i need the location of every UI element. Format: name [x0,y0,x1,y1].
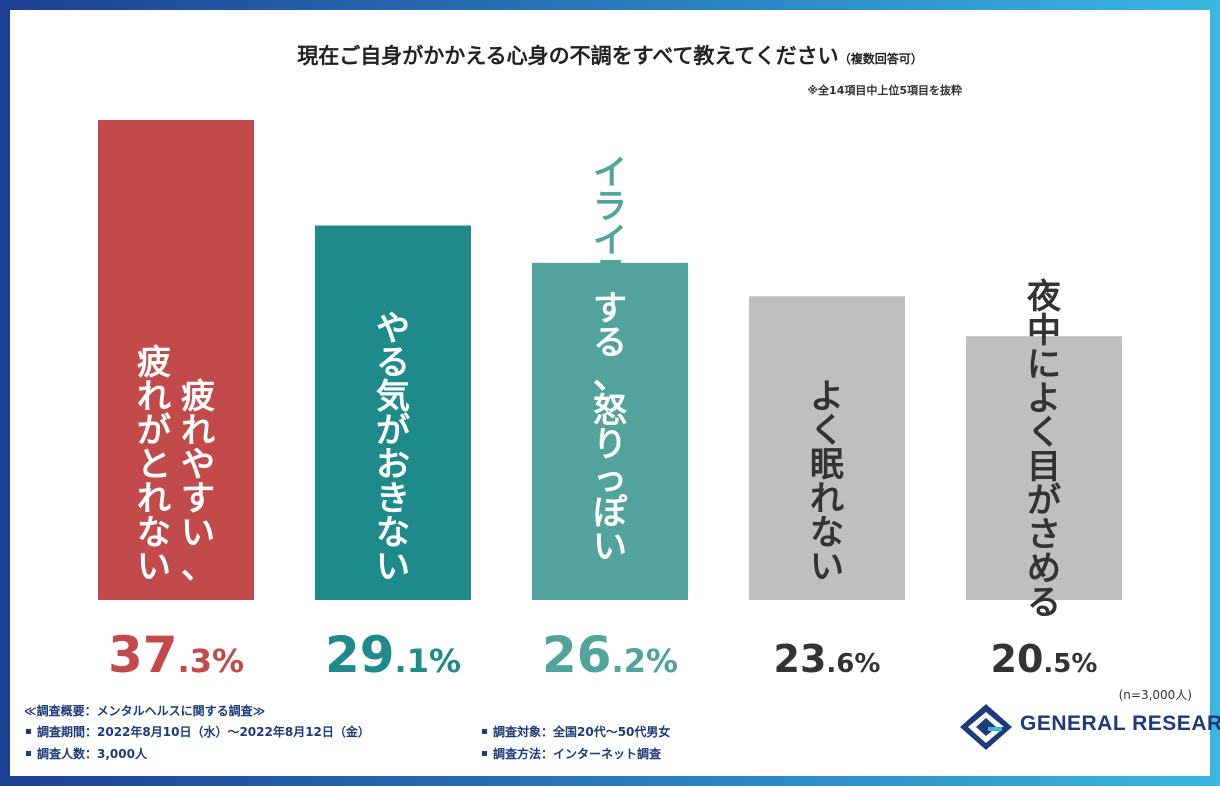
survey-period: 調査期間：2022年8月10日（水）〜2022年8月12日（金） [24,723,370,740]
value-label-3: 26.2% [542,626,678,684]
bar-3-label-char: ラ [593,187,627,227]
bar-5-label-char: が [1027,481,1061,521]
bar-3-label-char: 、 [593,357,627,397]
bar-3-label-char: ラ [593,255,627,295]
bar-3-label-char: ぽ [593,493,628,533]
bar-1-label-char: す [181,479,215,519]
survey-summary: ≪調査概要：メンタルヘルスに関する調査≫ [24,704,266,718]
survey-method: 調査方法：インターネット調査 [480,745,661,762]
bar-4-label-char: な [810,513,844,553]
bar-2-label-char: い [376,547,410,587]
chart-panel: 現在ご自身がかかえる心身の不調をすべて教えてください（複数回答可） ※全14項目… [10,10,1220,776]
general-research-logo: GENERAL RESEARCH [958,702,1220,752]
bar-5-label-char: よ [1027,379,1061,419]
bar-2-label-char: 気 [376,377,410,417]
bar-1-label-char: れ [181,411,215,451]
bar-2-label-char: き [376,479,410,519]
survey-target-text: 調査対象：全国20代〜50代男女 [493,725,671,739]
survey-respondents: 調査人数：3,000人 [24,745,147,762]
bar-1-label-char: 、 [181,547,215,587]
bar-5-label-char: 目 [1027,447,1061,487]
bar-4-label-char: く [810,411,844,451]
bar-1 [98,120,254,600]
value-label-1: 37.3% [108,626,244,684]
bar-5-label-char: め [1027,549,1061,589]
value-label-4: 23.6% [774,637,881,681]
bar-3-label-char: り [593,425,627,465]
bar-5-label-char: に [1027,345,1061,385]
bar-3-label-char: イ [593,153,627,193]
chart-note: ※全14項目中上位5項目を抜粋 [807,84,962,97]
survey-target: 調査対象：全国20代〜50代男女 [480,723,670,740]
bar-3-label-char: 怒 [593,391,627,431]
general-research-logo-icon [960,704,1012,750]
sample-size: (n=3,000人) [1118,688,1192,702]
bar-1-label-char: れ [137,479,171,519]
bar-3-label-char: い [593,527,627,567]
bar-3-label-char: っ [593,459,627,499]
chart-title-sub: （複数回答可） [838,52,923,66]
bar-1-label-char: 疲 [181,377,215,417]
bar-1-label-char: な [137,513,171,553]
bar-1-label-char: が [137,411,171,451]
bar-3-label-char: イ [593,221,627,261]
bar-5-label-char: 中 [1027,311,1061,351]
logo-text: GENERAL RESEARCH [1020,712,1220,735]
bar-4-label-char: れ [810,479,844,519]
bar-2-label-char: お [376,445,410,485]
bar-5-label-char: さ [1027,515,1061,555]
value-label-2: 29.1% [325,626,461,684]
bar-4-label-char: 眠 [810,445,844,485]
bar-1-label-char: い [137,547,171,587]
bar-4-label-char: い [810,547,844,587]
chart-title: 現在ご自身がかかえる心身の不調をすべて教えてください（複数回答可） [10,40,1210,70]
bar-chart: 疲れやすい、疲れがとれない37.3%やる気がおきない29.1%イライラする、怒り… [98,120,1122,684]
bar-3 [532,262,688,600]
bar-5-label-char: 夜 [1026,277,1062,317]
bar-3-label-char: る [593,323,627,363]
bar-1-label-char: 疲 [137,343,171,383]
bar-2-label-char: が [376,411,410,451]
bar-5-label-char: る [1027,583,1061,623]
value-label-5: 20.5% [991,637,1098,681]
bar-1-label-char: と [137,445,171,485]
bar-5 [966,336,1122,600]
chart-title-main: 現在ご自身がかかえる心身の不調をすべて教えてください [297,44,839,68]
bar-4 [749,296,905,600]
bar-3-label-char: す [593,289,627,329]
bar-2-label-char: な [376,513,410,553]
bar-2-label-char: や [376,309,410,349]
survey-respondents-text: 調査人数：3,000人 [37,747,147,761]
bar-2-label-char: る [376,343,410,383]
survey-method-text: 調査方法：インターネット調査 [493,747,662,761]
bar-1-label-char: や [181,445,215,485]
bar-4-label-char: よ [810,377,844,417]
bar-5-label-char: く [1027,413,1061,453]
bar-1-label-char: れ [137,377,171,417]
survey-period-text: 調査期間：2022年8月10日（水）〜2022年8月12日（金） [37,725,370,739]
bar-1-label-char: い [181,513,215,553]
bar-2 [315,225,471,601]
